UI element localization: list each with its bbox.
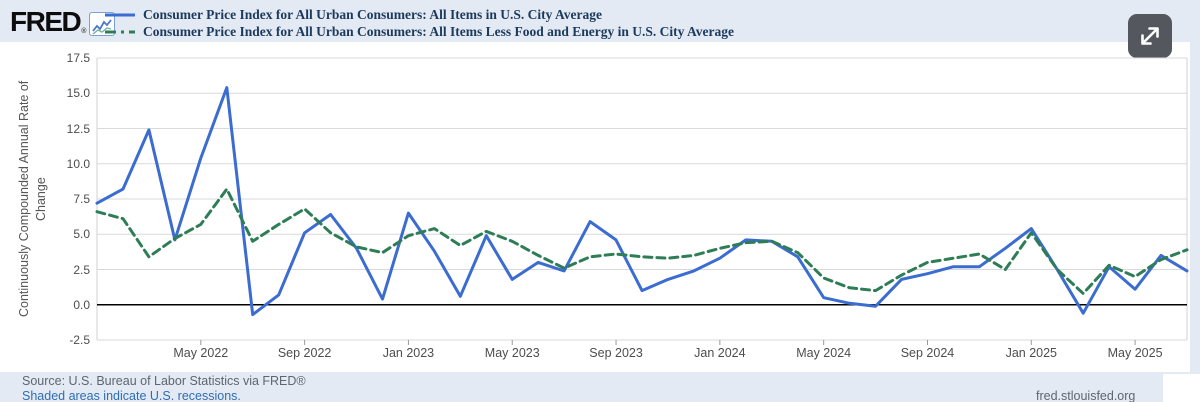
corner-spacer	[1163, 374, 1200, 402]
y-tick-label: 15.0	[66, 86, 90, 101]
legend-label[interactable]: Consumer Price Index for All Urban Consu…	[143, 24, 735, 39]
x-tick-label: May 2025	[1107, 346, 1163, 360]
y-tick-label: 5.0	[73, 227, 90, 242]
x-tick-label: May 2022	[173, 346, 229, 360]
x-tick-label: May 2023	[484, 346, 540, 360]
x-tick-label: Jan 2023	[382, 346, 435, 360]
registered-mark: ®	[81, 28, 87, 35]
y-tick-label: 7.5	[73, 192, 90, 206]
legend-item-core[interactable]: Consumer Price Index for All Urban Consu…	[104, 24, 734, 40]
fred-site-link[interactable]: fred.stlouisfed.org	[1036, 389, 1136, 402]
x-tick-label: Sep 2023	[589, 346, 643, 360]
y-tick-label: 0.0	[73, 297, 90, 312]
fred-logo-text: FRED	[10, 6, 82, 37]
legend-swatch-dashed-line	[105, 30, 135, 34]
recession-note-link[interactable]: Shaded areas indicate U.S. recessions.	[22, 389, 241, 402]
y-tick-label: 10.0	[66, 156, 90, 171]
y-tick-label: 12.5	[66, 121, 90, 136]
y-tick-label: 17.5	[66, 51, 90, 65]
expand-button[interactable]	[1128, 14, 1172, 58]
fred-logo[interactable]: FRED ®	[10, 6, 116, 38]
legend-item-all-items[interactable]: Consumer Price Index for All Urban Consu…	[104, 7, 734, 23]
y-tick-label: -2.5	[69, 333, 90, 347]
x-tick-label: Jan 2025	[1005, 346, 1057, 360]
legend-label[interactable]: Consumer Price Index for All Urban Consu…	[143, 7, 602, 22]
expand-icon	[1141, 27, 1159, 45]
chart-legend: Consumer Price Index for All Urban Consu…	[104, 7, 734, 41]
x-tick-label: May 2024	[796, 346, 852, 360]
x-tick-label: Jan 2024	[694, 346, 746, 360]
x-tick-label: Sep 2022	[277, 346, 332, 360]
legend-swatch-solid-line	[105, 13, 135, 17]
source-text: Source: U.S. Bureau of Labor Statistics …	[22, 374, 306, 388]
x-tick-label: Sep 2024	[900, 346, 955, 360]
y-tick-label: 2.5	[73, 262, 90, 277]
